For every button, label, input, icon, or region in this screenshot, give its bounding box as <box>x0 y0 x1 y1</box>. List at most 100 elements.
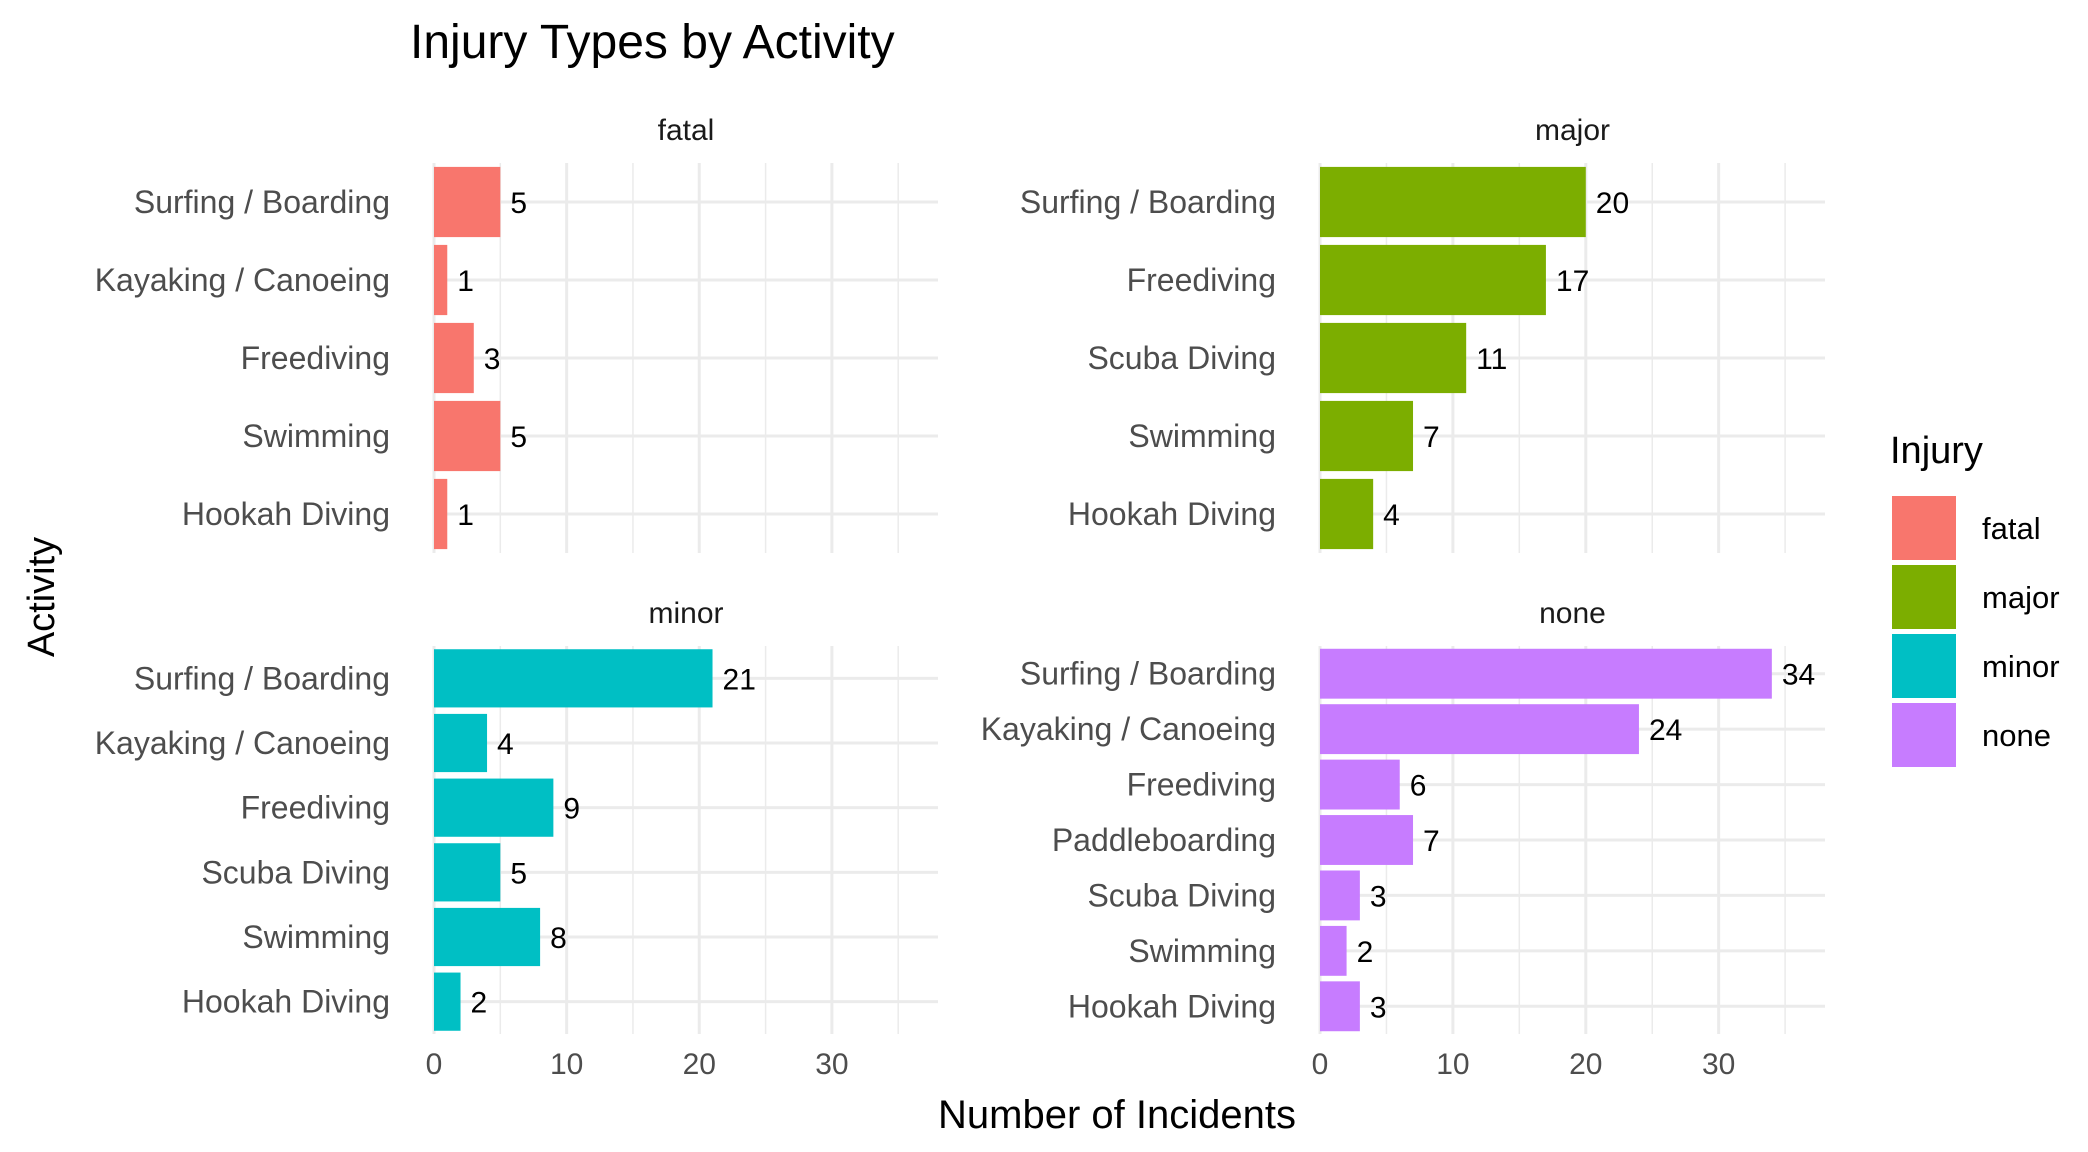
x-tick-label: 0 <box>426 1048 443 1081</box>
bar-major-4 <box>1320 400 1414 472</box>
bar-value-label: 8 <box>550 922 567 955</box>
chart-title: Injury Types by Activity <box>410 16 895 69</box>
bar-none-6 <box>1320 925 1347 976</box>
category-tick-label: Hookah Diving <box>1068 496 1276 532</box>
bar-value-label: 7 <box>1423 421 1440 454</box>
bar-value-label: 3 <box>484 343 501 376</box>
category-tick-label: Kayaking / Canoeing <box>981 711 1276 747</box>
bar-value-label: 9 <box>563 793 580 826</box>
bar-none-3 <box>1320 759 1400 810</box>
facet-strip-label: minor <box>648 597 723 630</box>
bar-major-1 <box>1320 166 1586 238</box>
bar-minor-4 <box>434 843 501 902</box>
category-tick-label: Freediving <box>241 790 390 826</box>
category-tick-label: Scuba Diving <box>201 854 390 890</box>
bar-none-7 <box>1320 981 1360 1032</box>
facet-strip-label: fatal <box>658 114 715 147</box>
category-tick-label: Kayaking / Canoeing <box>95 262 390 298</box>
bar-value-label: 2 <box>1357 936 1374 969</box>
bar-value-label: 21 <box>723 663 756 696</box>
category-tick-label: Surfing / Boarding <box>134 660 390 696</box>
bar-fatal-3 <box>434 322 474 394</box>
x-tick-label: 30 <box>1702 1048 1735 1081</box>
legend-key-minor <box>1892 634 1956 698</box>
bar-none-1 <box>1320 648 1772 699</box>
bar-minor-5 <box>434 907 541 967</box>
bar-fatal-4 <box>434 400 501 472</box>
category-tick-label: Freediving <box>1127 767 1276 803</box>
bar-value-label: 3 <box>1370 991 1387 1024</box>
legend-key-major <box>1892 565 1956 629</box>
bar-value-label: 4 <box>497 728 514 761</box>
facet-panel-fatal: fatal 5 Surfing / Boarding 1 Kayaking / Cano… <box>95 114 938 553</box>
bar-minor-2 <box>434 713 488 773</box>
bar-value-label: 20 <box>1596 187 1629 220</box>
facet-strip-label: none <box>1539 597 1606 630</box>
bar-value-label: 6 <box>1410 770 1427 803</box>
legend: Injury fatal major minor none <box>1890 430 2060 767</box>
x-tick-label: 20 <box>1569 1048 1602 1081</box>
bar-value-label: 5 <box>510 421 527 454</box>
bar-value-label: 5 <box>510 857 527 890</box>
bar-none-5 <box>1320 870 1360 921</box>
category-tick-label: Surfing / Boarding <box>134 184 390 220</box>
x-axis-label: Number of Incidents <box>938 1093 1296 1137</box>
facet-panel-none: none 34 Surfing / Boarding 24 Kayaking / Can… <box>981 597 1825 1081</box>
legend-label: none <box>1982 718 2051 753</box>
bar-value-label: 5 <box>510 187 527 220</box>
legend-label: major <box>1982 580 2060 615</box>
category-tick-label: Swimming <box>1128 418 1276 454</box>
bar-value-label: 1 <box>457 499 474 532</box>
x-tick-label: 30 <box>815 1048 848 1081</box>
bar-value-label: 7 <box>1423 825 1440 858</box>
legend-key-none <box>1892 703 1956 767</box>
bar-major-2 <box>1320 244 1546 316</box>
facet-panels: fatal 5 Surfing / Boarding 1 Kayaking / Cano… <box>95 114 1825 1081</box>
bar-none-2 <box>1320 704 1639 755</box>
y-axis-label: Activity <box>21 537 63 657</box>
category-tick-label: Scuba Diving <box>1087 877 1276 913</box>
bar-value-label: 2 <box>471 987 488 1020</box>
category-tick-label: Surfing / Boarding <box>1020 656 1276 692</box>
facet-panel-major: major 20 Surfing / Boarding 17 Freediving 11 S… <box>1020 114 1825 553</box>
bar-value-label: 11 <box>1476 343 1507 376</box>
bar-fatal-1 <box>434 166 501 238</box>
category-tick-label: Swimming <box>242 418 390 454</box>
bar-fatal-2 <box>434 244 448 316</box>
bar-minor-3 <box>434 778 554 837</box>
bar-minor-1 <box>434 649 713 708</box>
category-tick-label: Swimming <box>1128 933 1276 969</box>
category-tick-label: Surfing / Boarding <box>1020 184 1276 220</box>
category-tick-label: Freediving <box>241 340 390 376</box>
bar-value-label: 17 <box>1556 265 1589 298</box>
category-tick-label: Hookah Diving <box>182 984 390 1020</box>
bar-minor-6 <box>434 972 461 1031</box>
category-tick-label: Kayaking / Canoeing <box>95 725 390 761</box>
legend-key-fatal <box>1892 496 1956 560</box>
category-tick-label: Hookah Diving <box>182 496 390 532</box>
x-tick-label: 0 <box>1312 1048 1329 1081</box>
x-tick-label: 10 <box>1436 1048 1469 1081</box>
bar-value-label: 34 <box>1782 659 1815 692</box>
bar-fatal-5 <box>434 478 448 550</box>
category-tick-label: Paddleboarding <box>1052 822 1276 858</box>
bar-major-3 <box>1320 322 1467 394</box>
bar-value-label: 3 <box>1370 880 1387 913</box>
legend-label: fatal <box>1982 511 2041 546</box>
bar-value-label: 24 <box>1649 714 1682 747</box>
category-tick-label: Swimming <box>242 919 390 955</box>
bar-value-label: 1 <box>457 265 474 298</box>
category-tick-label: Hookah Diving <box>1068 988 1276 1024</box>
x-tick-label: 20 <box>683 1048 716 1081</box>
bar-major-5 <box>1320 478 1374 550</box>
bar-value-label: 4 <box>1383 499 1400 532</box>
legend-title: Injury <box>1890 430 1983 472</box>
category-tick-label: Scuba Diving <box>1087 340 1276 376</box>
category-tick-label: Freediving <box>1127 262 1276 298</box>
facet-strip-label: major <box>1535 114 1610 147</box>
legend-label: minor <box>1982 649 2060 684</box>
bar-none-4 <box>1320 815 1414 865</box>
x-tick-label: 10 <box>550 1048 583 1081</box>
